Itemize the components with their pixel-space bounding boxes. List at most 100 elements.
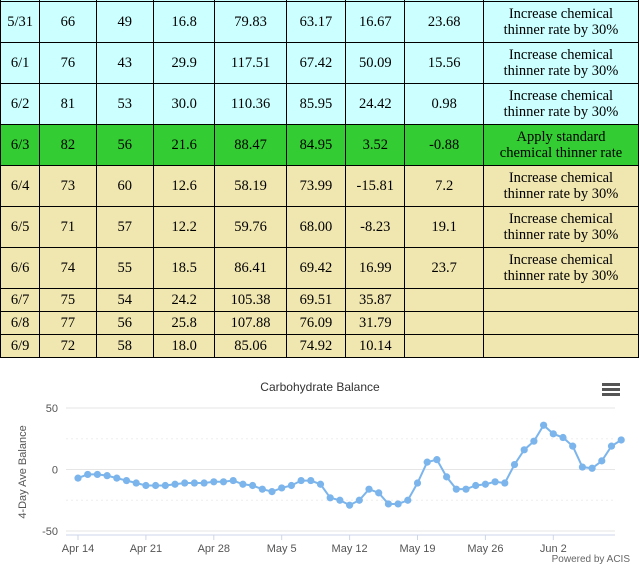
table-cell-c4: 79.83 [214,1,287,43]
data-point[interactable] [365,485,373,493]
x-tick-label: May 26 [467,543,503,555]
data-point[interactable] [404,496,412,504]
table-cell-c7: 7.2 [404,165,484,207]
credit-text[interactable]: Powered by ACIS [552,554,631,565]
data-point[interactable] [607,442,616,450]
data-point[interactable] [375,489,383,497]
data-point[interactable] [229,476,237,485]
table-cell-c1: 75 [39,288,97,312]
data-point[interactable] [190,479,198,487]
data-point[interactable] [74,474,82,482]
data-point[interactable] [297,476,305,485]
table-row: 6/5 71 57 12.2 59.76 68.00 -8.23 19.1 Increase c… [0,206,639,248]
data-point[interactable] [316,480,325,488]
table-cell-date: 5/31 [0,1,41,43]
table-cell-c2: 56 [95,311,154,335]
data-point[interactable] [219,478,228,486]
data-point[interactable] [287,481,295,490]
x-tick-label: Apr 21 [130,543,162,555]
data-point[interactable] [413,479,422,487]
data-point[interactable] [569,442,577,450]
table-cell-action [482,334,639,358]
table-row: 6/2 81 53 30.0 110.36 85.95 24.42 0.98 Increase … [0,83,639,125]
data-point[interactable] [142,481,150,490]
table-cell-c2: 58 [95,334,154,358]
table-cell-c2: 54 [95,288,154,312]
data-point[interactable] [171,480,179,488]
table-row: 6/8 77 56 25.8 107.88 76.09 31.79 [0,311,639,335]
data-point[interactable] [307,476,315,485]
table-cell-c7: -0.88 [404,124,484,166]
data-point[interactable] [326,494,334,502]
table-cell-action: Increase chemical thinner rate by 30% [482,247,639,289]
table-cell-c3: 21.6 [152,124,216,166]
data-point[interactable] [181,479,189,487]
data-point[interactable] [394,500,402,508]
data-point[interactable] [510,460,519,469]
y-tick-label: -50 [42,526,58,538]
table-cell-date: 6/9 [0,334,41,358]
data-point[interactable] [472,481,480,490]
data-point[interactable] [93,470,101,479]
data-point[interactable] [578,463,587,471]
action-line: thinner rate by 30% [503,186,619,202]
data-point[interactable] [481,480,489,488]
action-line: Apply standard [516,129,606,145]
action-line: thinner rate by 30% [503,268,619,284]
data-point[interactable] [452,485,460,493]
table-cell-c2: 56 [95,124,154,166]
table-cell-c2: 55 [95,247,154,289]
data-point[interactable] [559,433,567,442]
data-point[interactable] [433,456,441,464]
data-point[interactable] [462,485,470,493]
data-point[interactable] [84,470,92,479]
table-cell-c1: 77 [39,311,97,335]
table-row: 6/6 74 55 18.5 86.41 69.42 16.99 23.7 Increase c… [0,247,639,289]
data-point[interactable] [103,472,111,480]
table-cell-c1: 81 [39,83,97,125]
data-point[interactable] [278,484,286,492]
data-point[interactable] [588,464,596,472]
data-point[interactable] [423,458,431,466]
table-cell-c2: 43 [95,42,154,84]
data-point[interactable] [443,473,451,481]
data-point[interactable] [161,481,169,490]
data-point[interactable] [152,481,160,490]
data-point[interactable] [355,496,363,504]
data-point[interactable] [239,480,247,488]
data-point[interactable] [598,457,606,465]
action-line: Increase chemical [508,211,614,227]
data-point[interactable] [617,436,625,444]
x-tick-label: May 19 [399,543,435,555]
data-point[interactable] [210,478,218,486]
data-point[interactable] [491,478,499,486]
hamburger-menu-icon[interactable] [602,383,620,396]
table-cell-c3: 12.2 [152,206,216,248]
data-point[interactable] [200,479,208,487]
table-cell-date: 6/2 [0,83,41,125]
table-cell-c2: 53 [95,83,154,125]
data-point[interactable] [336,496,344,504]
series-line [77,423,622,507]
data-point[interactable] [520,446,528,454]
data-point[interactable] [249,481,257,490]
table-cell-date: 6/3 [0,124,41,166]
table-row: 6/3 82 56 21.6 88.47 84.95 3.52 -0.88 Apply stan… [0,124,639,166]
data-point[interactable] [346,501,354,509]
table-cell-date: 6/6 [0,247,41,289]
table-cell-action: Increase chemical thinner rate by 30% [482,165,639,207]
table-cell-action [482,311,639,335]
x-tick-label: Apr 14 [62,543,94,555]
data-point[interactable] [113,474,121,482]
data-point[interactable] [384,500,392,508]
data-point[interactable] [122,476,131,485]
data-point[interactable] [132,479,140,487]
data-point[interactable] [258,485,266,493]
data-point[interactable] [549,430,557,438]
data-point[interactable] [530,437,538,445]
data-point[interactable] [540,421,548,429]
data-point[interactable] [501,479,509,487]
table-cell-c3: 30.0 [152,83,216,125]
table-cell-c3: 18.0 [152,334,216,358]
data-point[interactable] [268,488,276,496]
